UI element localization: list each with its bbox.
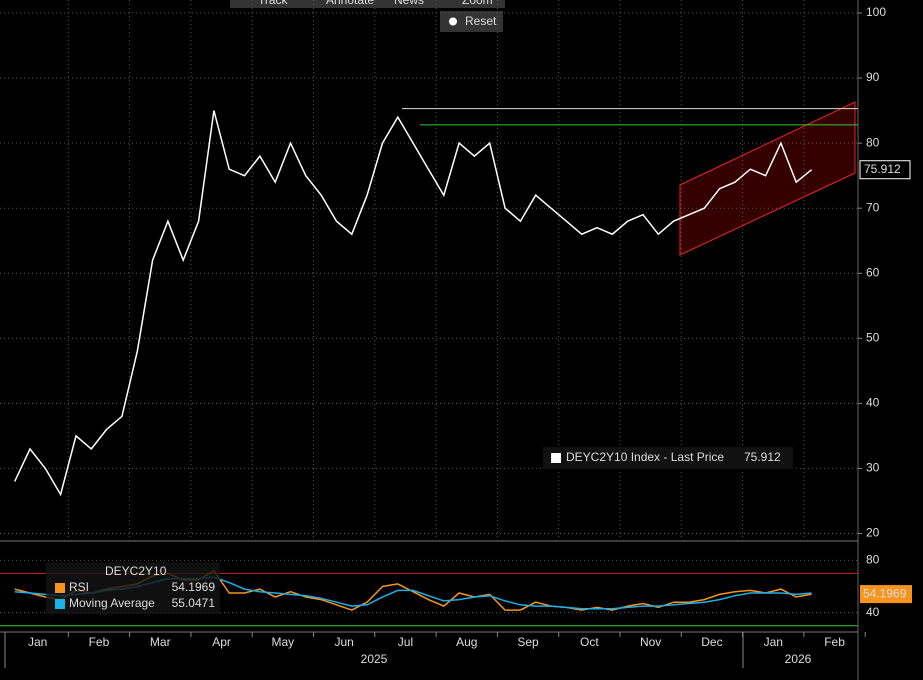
- y-tick-label: 40: [866, 396, 880, 410]
- legend-value: 55.0471: [172, 596, 216, 610]
- price-tag-label: 54.1969: [863, 586, 907, 600]
- x-tick-label: Jul: [398, 635, 413, 649]
- x-tick-label: Dec: [701, 635, 722, 649]
- legend-value: 54.1969: [172, 580, 216, 594]
- y-tick-label: 20: [866, 526, 880, 540]
- y-tick-label: 50: [866, 330, 880, 344]
- toolbar-item: News: [394, 0, 424, 7]
- toolbar-item: Annotate: [326, 0, 374, 7]
- series-line: [14, 110, 813, 497]
- toolbar-item: Zoom: [462, 0, 493, 7]
- legend-swatch: [55, 599, 65, 609]
- x-tick-label: Aug: [456, 635, 477, 649]
- price-tag-label: 75.912: [864, 162, 901, 176]
- y-tick-label: 100: [866, 5, 886, 19]
- x-tick-label: Jan: [764, 635, 783, 649]
- x-tick-label: May: [272, 635, 295, 649]
- price-tag: [860, 585, 912, 604]
- reset-icon: [449, 17, 457, 26]
- y-tick-label: 40: [866, 605, 880, 619]
- x-tick-label: Jan: [28, 635, 47, 649]
- legend-label: DEYC2Y10 Index - Last Price: [566, 450, 724, 464]
- legend-value: 75.912: [744, 450, 781, 464]
- legend-box: [46, 562, 220, 614]
- legend-box: [543, 447, 793, 469]
- x-tick-label: Nov: [640, 635, 661, 649]
- reset-label: Reset: [465, 14, 497, 28]
- year-label: 2025: [361, 652, 388, 666]
- y-tick-label: 30: [866, 461, 880, 475]
- y-tick-label: 60: [866, 265, 880, 279]
- x-tick-label: Jun: [334, 635, 353, 649]
- y-tick-label: 80: [866, 135, 880, 149]
- legend-swatch: [55, 583, 65, 593]
- x-tick-label: Mar: [150, 635, 171, 649]
- year-label: 2026: [785, 652, 812, 666]
- panel-title: DEYC2Y10: [105, 564, 167, 578]
- x-tick-label: Apr: [212, 635, 231, 649]
- reset-button[interactable]: [440, 11, 503, 32]
- x-tick-label: Sep: [517, 635, 539, 649]
- x-tick-label: Oct: [580, 635, 599, 649]
- x-tick-label: Feb: [89, 635, 110, 649]
- legend-swatch: [551, 453, 561, 463]
- legend-label: Moving Average: [69, 596, 155, 610]
- y-tick-label: 80: [866, 552, 880, 566]
- toolbar: [230, 0, 505, 8]
- legend-label: RSI: [69, 580, 89, 594]
- toolbar-item: Track: [258, 0, 289, 7]
- y-tick-label: 70: [866, 200, 880, 214]
- x-tick-label: Feb: [824, 635, 845, 649]
- price-tag: [859, 160, 911, 180]
- y-tick-label: 90: [866, 70, 880, 84]
